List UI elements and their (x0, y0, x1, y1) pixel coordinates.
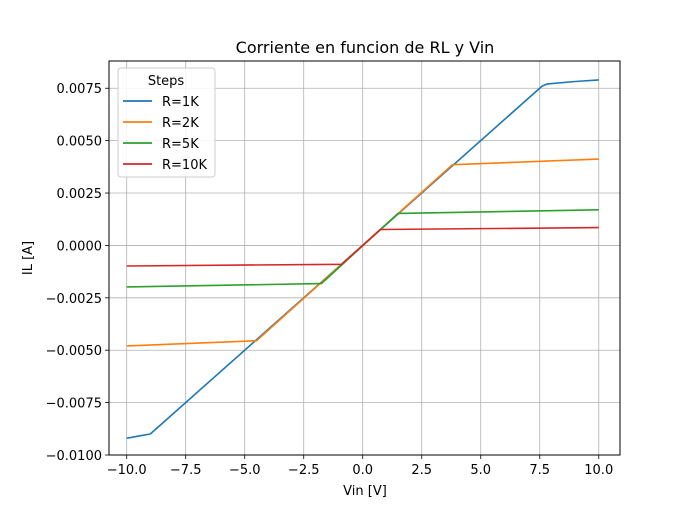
x-tick-label: −2.5 (288, 463, 320, 478)
y-tick-label: −0.0025 (46, 292, 102, 307)
y-tick-label: 0.0025 (57, 187, 103, 202)
y-tick-label: −0.0050 (46, 344, 102, 359)
x-tick-label: 0.0 (352, 463, 373, 478)
x-axis-label: Vin [V] (343, 484, 387, 499)
y-tick-label: 0.0000 (57, 239, 103, 254)
x-tick-label: −5.0 (229, 463, 261, 478)
series-line-r-10k (126, 226, 599, 267)
legend-label: R=2K (162, 116, 199, 131)
y-tick-label: 0.0075 (57, 82, 103, 97)
y-tick-label: 0.0050 (57, 135, 103, 150)
x-tick-label: 5.0 (470, 463, 491, 478)
legend: Steps R=1K R=2K R=5K R=10K (117, 67, 216, 178)
legend-items: R=1K R=2K R=5K R=10K (123, 95, 207, 173)
x-tick-label: 7.5 (529, 463, 550, 478)
y-tick-label: −0.0100 (46, 449, 102, 464)
series-line-r-1k (126, 79, 599, 439)
y-tick-label: −0.0075 (46, 397, 102, 412)
grid (109, 61, 620, 456)
x-tick-label: −10.0 (107, 463, 147, 478)
y-axis-label: IL [A] (21, 241, 36, 275)
legend-label: R=5K (162, 137, 199, 152)
legend-label: R=1K (162, 95, 199, 110)
legend-label: R=10K (162, 158, 207, 173)
legend-title: Steps (148, 74, 185, 89)
plot-frame (108, 60, 621, 456)
axis-ticks: −10.0 −7.5 −5.0 −2.5 0.0 2.5 5.0 7.5 10.0 −0.0100… (46, 82, 614, 478)
x-tick-label: 2.5 (411, 463, 432, 478)
series-lines (126, 79, 599, 439)
x-tick-label: −7.5 (170, 463, 202, 478)
legend-box (117, 67, 216, 178)
x-tick-label: 10.0 (584, 463, 613, 478)
chart-title: Corriente en funcion de RL y Vin (236, 38, 495, 57)
